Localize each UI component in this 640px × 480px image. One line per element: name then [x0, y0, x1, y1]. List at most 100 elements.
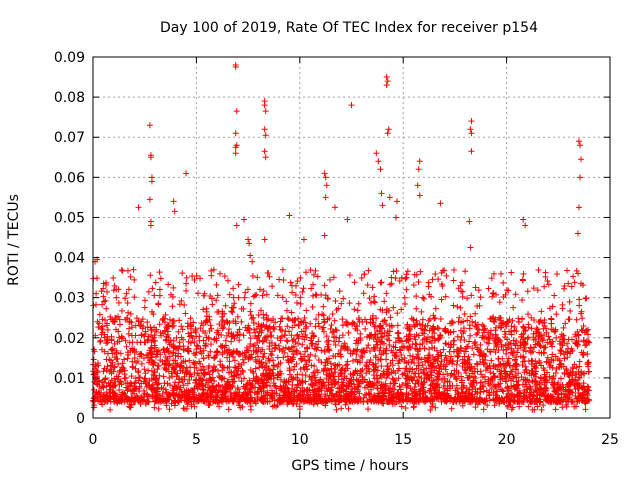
- data-point: [262, 359, 269, 366]
- data-point: [347, 350, 354, 357]
- data-point: [580, 337, 587, 344]
- data-point: [513, 354, 520, 361]
- data-point: [230, 294, 237, 301]
- data-point: [461, 366, 468, 373]
- data-point: [386, 341, 393, 348]
- data-point: [191, 338, 198, 345]
- data-point: [259, 338, 266, 345]
- data-point: [454, 333, 461, 340]
- data-point: [264, 397, 271, 404]
- data-point: [466, 356, 473, 363]
- data-point: [226, 351, 233, 358]
- data-point: [410, 397, 417, 404]
- data-point: [435, 393, 442, 400]
- data-point: [452, 387, 459, 394]
- data-point: [489, 290, 496, 297]
- data-point: [269, 348, 276, 355]
- data-point: [123, 343, 130, 350]
- data-point: [165, 362, 172, 369]
- data-point: [298, 357, 305, 364]
- data-point: [211, 355, 218, 362]
- data-point: [359, 354, 366, 361]
- data-point: [363, 345, 370, 352]
- data-point: [432, 305, 439, 312]
- data-point: [222, 337, 229, 344]
- data-point: [338, 366, 345, 373]
- data-point: [537, 392, 544, 399]
- data-point: [366, 368, 373, 375]
- data-point: [202, 342, 209, 349]
- data-point: [512, 291, 519, 298]
- data-point: [527, 345, 534, 352]
- y-tick-label: 0: [76, 411, 85, 427]
- data-point: [548, 341, 555, 348]
- data-point: [386, 398, 393, 405]
- data-point: [568, 283, 575, 290]
- data-point: [508, 331, 515, 338]
- data-point: [332, 326, 339, 333]
- data-point: [211, 378, 218, 385]
- data-point: [508, 323, 515, 330]
- data-point: [542, 273, 549, 280]
- data-point: [122, 374, 129, 381]
- data-point: [502, 333, 509, 340]
- data-point: [460, 330, 467, 337]
- data-point: [573, 339, 580, 346]
- data-point: [195, 381, 202, 388]
- data-point: [567, 308, 574, 315]
- data-point: [118, 307, 125, 314]
- data-point: [385, 385, 392, 392]
- data-point: [243, 344, 250, 351]
- data-point: [350, 357, 357, 364]
- data-point: [434, 384, 441, 391]
- data-point: [230, 285, 237, 292]
- data-point: [392, 214, 399, 221]
- data-point: [415, 166, 422, 173]
- data-point: [526, 370, 533, 377]
- data-point: [92, 363, 99, 370]
- data-point: [148, 308, 155, 315]
- data-point: [199, 376, 206, 383]
- data-point: [90, 395, 97, 402]
- data-point: [403, 271, 410, 278]
- data-point: [379, 202, 386, 209]
- data-point: [414, 182, 421, 189]
- data-point: [538, 385, 545, 392]
- data-point: [147, 222, 154, 229]
- data-point: [198, 350, 205, 357]
- data-point: [361, 271, 368, 278]
- data-point: [279, 294, 286, 301]
- data-point: [484, 346, 491, 353]
- y-tick-label: 0.02: [54, 331, 85, 347]
- data-point: [438, 398, 445, 405]
- data-point: [304, 345, 311, 352]
- data-point: [184, 380, 191, 387]
- data-point: [426, 291, 433, 298]
- data-point: [344, 358, 351, 365]
- data-point: [370, 398, 377, 405]
- data-point: [181, 302, 188, 309]
- data-point: [538, 308, 545, 315]
- data-point: [520, 341, 527, 348]
- data-point: [100, 368, 107, 375]
- data-point: [312, 369, 319, 376]
- data-point: [519, 362, 526, 369]
- data-point: [328, 370, 335, 376]
- data-point: [108, 346, 115, 353]
- data-point: [348, 380, 355, 387]
- data-point: [150, 371, 157, 378]
- data-point: [125, 330, 132, 337]
- data-point: [575, 138, 582, 145]
- data-point: [342, 401, 349, 408]
- data-point: [523, 366, 530, 373]
- data-point: [492, 363, 499, 370]
- data-point: [466, 338, 473, 345]
- data-point: [224, 277, 231, 284]
- data-point: [488, 275, 495, 282]
- data-point: [263, 379, 270, 386]
- data-point: [367, 356, 374, 363]
- data-point: [236, 337, 243, 344]
- data-point: [156, 372, 163, 379]
- data-point: [450, 348, 457, 355]
- data-point: [191, 385, 198, 392]
